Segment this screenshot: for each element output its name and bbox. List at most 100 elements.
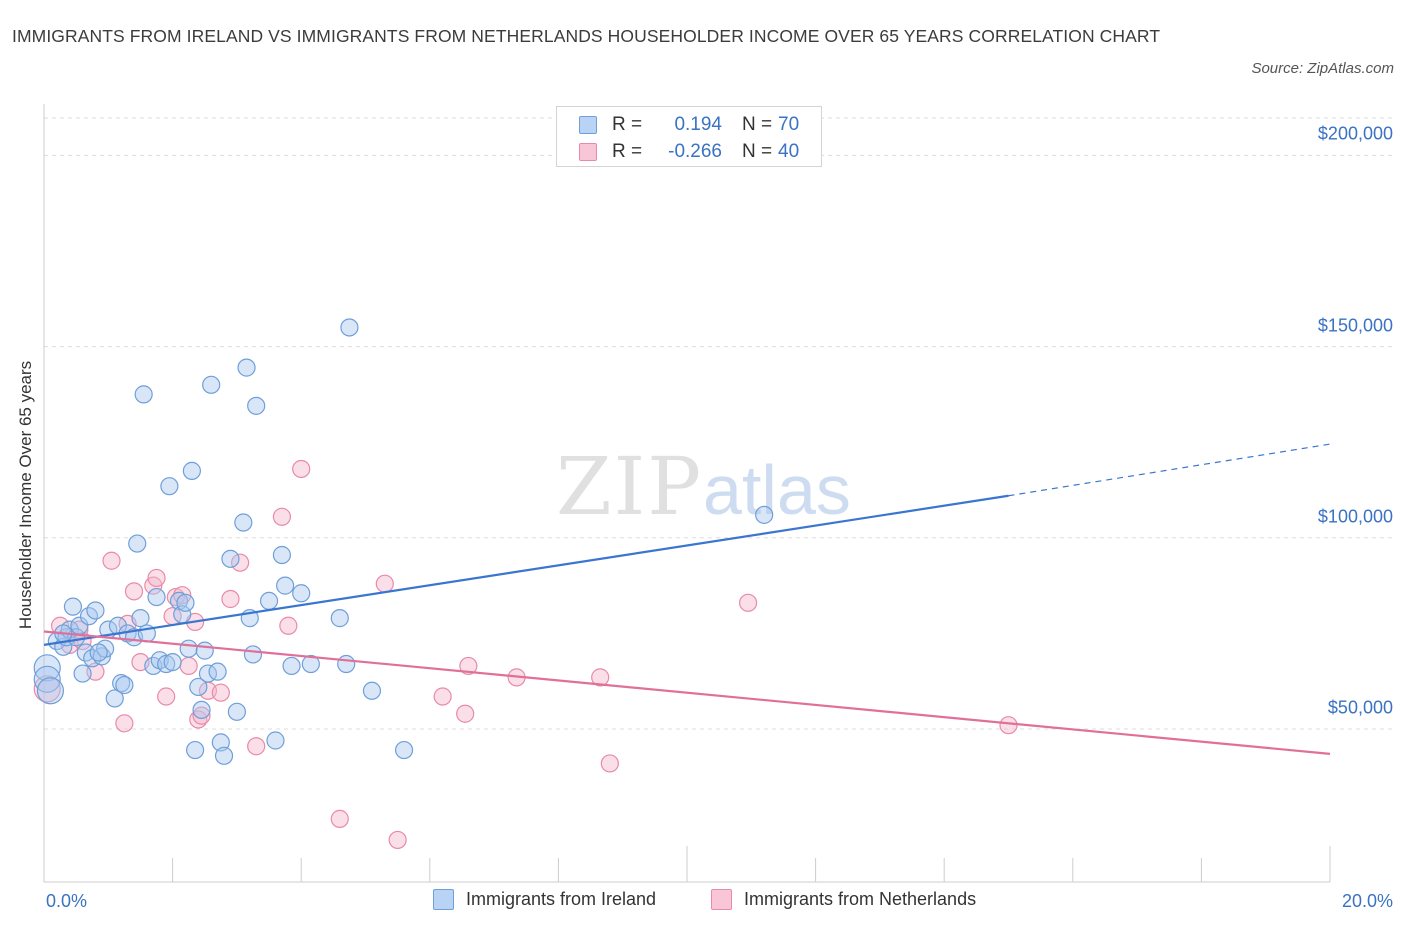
x-tick-label-min: 0.0% xyxy=(46,891,88,911)
legend-swatch-ireland xyxy=(579,116,597,134)
y-tick-label-100000: $100,000 xyxy=(1317,506,1393,527)
data-point-netherlands xyxy=(192,706,211,725)
data-point-ireland xyxy=(362,681,382,700)
data-point-ireland xyxy=(227,702,246,721)
data-point-ireland xyxy=(337,654,356,674)
x-tick-label-max: 20.0% xyxy=(1341,891,1393,911)
legend-swatch-ireland xyxy=(433,889,454,910)
data-point-ireland xyxy=(202,375,221,394)
data-point-netherlands xyxy=(124,582,144,601)
data-point-ireland xyxy=(157,654,176,674)
data-point-netherlands xyxy=(147,568,166,588)
data-point-ireland xyxy=(272,545,292,565)
data-point-ireland xyxy=(134,385,153,404)
data-point-ireland xyxy=(179,639,198,658)
legend-row-ireland: R = 0.194 N = 70 xyxy=(579,113,799,137)
data-point-ireland xyxy=(63,597,83,616)
legend-swatch-netherlands xyxy=(579,143,597,161)
data-point-ireland xyxy=(282,656,301,676)
data-point-ireland xyxy=(195,641,214,660)
data-point-netherlands xyxy=(231,553,250,572)
data-point-ireland xyxy=(33,665,61,693)
data-point-netherlands xyxy=(330,809,349,828)
y-tick-label-150000: $150,000 xyxy=(1317,315,1393,336)
trend-line-extension-ireland xyxy=(1008,443,1331,497)
data-point-netherlands xyxy=(179,656,198,676)
data-point-ireland xyxy=(112,674,131,693)
legend-n-label: N = xyxy=(742,141,773,162)
data-point-ireland xyxy=(163,652,182,672)
trend-line-ireland xyxy=(43,494,1009,646)
data-point-netherlands xyxy=(600,754,619,773)
data-point-ireland xyxy=(131,609,150,628)
data-point-netherlands xyxy=(279,616,298,635)
legend-n-label: N = xyxy=(742,114,773,135)
data-point-ireland xyxy=(266,731,285,750)
data-point-netherlands xyxy=(738,593,758,612)
data-point-ireland xyxy=(86,601,105,620)
data-point-netherlands xyxy=(292,459,311,479)
data-point-ireland xyxy=(330,609,349,628)
axes xyxy=(43,104,1331,883)
data-point-ireland xyxy=(89,643,108,662)
data-point-netherlands xyxy=(591,668,610,687)
data-point-ireland xyxy=(211,733,230,752)
data-point-ireland xyxy=(189,677,208,697)
data-point-ireland xyxy=(243,645,263,664)
data-point-ireland xyxy=(176,593,195,612)
legend-label-ireland: Immigrants from Ireland xyxy=(466,889,657,909)
trend-lines xyxy=(43,443,1331,755)
data-point-ireland xyxy=(128,534,147,553)
data-point-ireland xyxy=(394,740,414,760)
y-axis-label: Householder Income Over 65 years xyxy=(16,360,35,630)
data-point-ireland xyxy=(36,677,65,705)
legend-n-value: 70 xyxy=(778,114,800,135)
bottom-legend-netherlands: Immigrants from Netherlands xyxy=(711,889,976,910)
data-point-netherlands xyxy=(115,714,134,733)
gridlines xyxy=(44,117,1395,730)
data-point-ireland xyxy=(186,740,205,760)
legend-row-netherlands: R = -0.266 N = 40 xyxy=(579,140,799,164)
data-point-netherlands xyxy=(221,589,240,609)
chart-title: IMMIGRANTS FROM IRELAND VS IMMIGRANTS FR… xyxy=(12,26,1161,46)
data-point-netherlands xyxy=(459,656,478,676)
data-point-netherlands xyxy=(211,683,230,702)
legend-r-label: R = xyxy=(612,114,643,135)
data-point-ireland xyxy=(276,576,295,595)
data-point-ireland xyxy=(237,358,256,377)
data-point-ireland xyxy=(214,746,234,765)
trend-line-netherlands xyxy=(43,630,1331,755)
legend-r-value: -0.266 xyxy=(668,141,722,162)
data-point-ireland xyxy=(340,318,359,337)
series-ireland-points xyxy=(33,318,774,765)
data-point-ireland xyxy=(301,654,320,674)
data-point-ireland xyxy=(160,477,179,496)
data-point-ireland xyxy=(234,513,253,532)
legend-r-value: 0.194 xyxy=(674,114,722,135)
y-tick-label-200000: $200,000 xyxy=(1317,123,1393,144)
correlation-legend: R = 0.194 N = 70 R = -0.266 N = 40 xyxy=(556,106,822,167)
bottom-legend-ireland: Immigrants from Ireland xyxy=(433,889,656,910)
data-point-netherlands xyxy=(157,687,176,706)
data-point-ireland xyxy=(259,591,279,611)
data-point-ireland xyxy=(73,664,92,683)
data-point-ireland xyxy=(147,587,166,607)
legend-label-netherlands: Immigrants from Netherlands xyxy=(744,889,977,909)
data-point-netherlands xyxy=(102,551,121,570)
data-point-ireland xyxy=(105,689,124,708)
legend-swatch-netherlands xyxy=(711,889,732,910)
legend-n-value: 40 xyxy=(778,141,800,162)
data-point-ireland xyxy=(169,591,189,611)
data-point-ireland xyxy=(247,396,266,415)
data-point-ireland xyxy=(182,461,201,480)
data-point-ireland xyxy=(115,675,134,695)
data-point-ireland xyxy=(208,662,227,681)
data-point-ireland xyxy=(221,549,240,568)
data-point-netherlands xyxy=(433,687,452,706)
data-point-netherlands xyxy=(999,716,1018,735)
data-point-ireland xyxy=(33,654,61,682)
data-point-netherlands xyxy=(272,507,292,526)
data-point-ireland xyxy=(192,700,211,720)
data-point-ireland xyxy=(755,505,774,524)
source-credit: Source: ZipAtlas.com xyxy=(1251,60,1394,77)
